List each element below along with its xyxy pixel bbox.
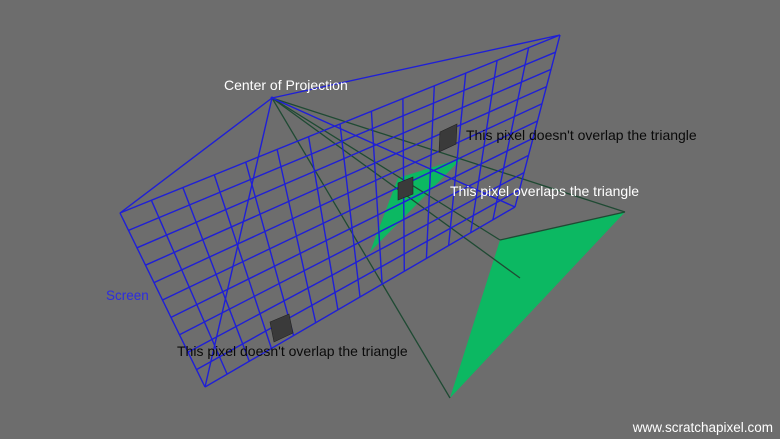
screen-grid (119, 34, 561, 388)
grid-row-line (119, 34, 561, 214)
pixel-overlap-label: This pixel overlaps the triangle (450, 183, 639, 199)
screen-label: Screen (106, 288, 149, 303)
pixel-no-overlap-bottom-label: This pixel doesn't overlap the triangle (177, 343, 408, 359)
scene-triangle (450, 212, 625, 398)
grid-row-line (162, 120, 538, 301)
grid-row-line (179, 154, 529, 336)
grid-row-line (128, 51, 556, 232)
frustum-line-bottom-right (271, 97, 516, 208)
ray-to-vertex-b (271, 97, 501, 241)
pixel-no-overlap-bottom (269, 313, 294, 343)
ray-to-vertex-a (271, 97, 626, 213)
center-of-projection-label: Center of Projection (224, 77, 348, 93)
center-of-projection-point (270, 96, 274, 100)
grid-row-line (196, 189, 520, 371)
frustum-line-left (119, 97, 273, 214)
watermark: www.scratchapixel.com (632, 420, 773, 435)
grid-row-line (153, 103, 543, 284)
projection-rays (271, 97, 626, 399)
pixel-no-overlap-top (438, 123, 458, 153)
grid-row-line (145, 85, 547, 266)
frustum-line-top-right (271, 34, 561, 99)
grid-row-line (187, 171, 525, 353)
ray-to-vertex-c (271, 97, 451, 399)
pixel-overlap (397, 176, 414, 201)
frustum-lines (119, 34, 561, 388)
frustum-line-bottom-left (204, 97, 273, 388)
grid-row-line (136, 68, 552, 249)
pixel-no-overlap-top-label: This pixel doesn't overlap the triangle (466, 127, 697, 143)
grid-row-line (204, 206, 516, 388)
triangle-edge-ray (499, 211, 626, 241)
projected-triangle (370, 158, 462, 252)
grid-row-line (170, 137, 534, 319)
